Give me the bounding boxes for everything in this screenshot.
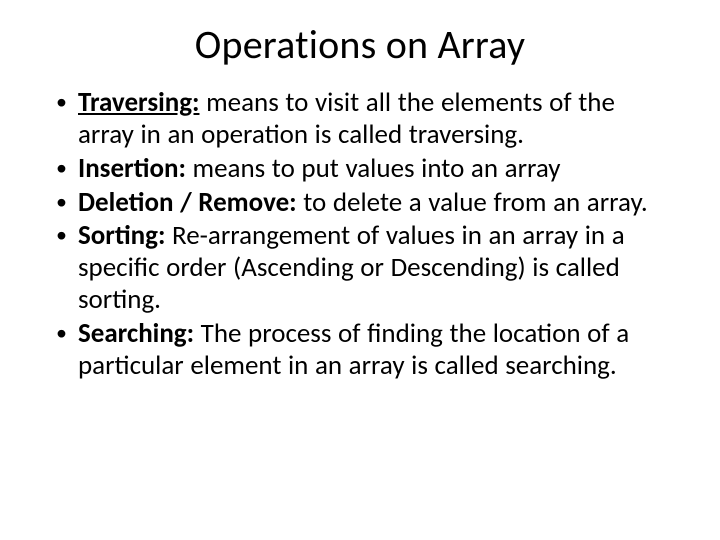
term-label: Insertion: xyxy=(78,152,186,185)
term-label: Traversing: xyxy=(78,86,199,119)
term-body: to delete a value from an array. xyxy=(297,186,648,219)
term-label: Searching: xyxy=(78,317,194,350)
list-item: Insertion: means to put values into an a… xyxy=(50,153,670,185)
list-item: Searching: The process of finding the lo… xyxy=(50,318,670,382)
term-label: Deletion / Remove: xyxy=(78,186,297,219)
slide-title: Operations on Array xyxy=(40,20,680,69)
list-item: Deletion / Remove: to delete a value fro… xyxy=(50,187,670,219)
slide: Operations on Array Traversing: means to… xyxy=(0,0,720,540)
bullet-list: Traversing: means to visit all the eleme… xyxy=(50,87,670,382)
term-body: means to put values into an array xyxy=(186,152,561,185)
list-item: Traversing: means to visit all the eleme… xyxy=(50,87,670,151)
list-item: Sorting: Re-arrangement of values in an … xyxy=(50,220,670,316)
term-label: Sorting: xyxy=(78,219,165,252)
slide-content: Traversing: means to visit all the eleme… xyxy=(40,87,680,382)
